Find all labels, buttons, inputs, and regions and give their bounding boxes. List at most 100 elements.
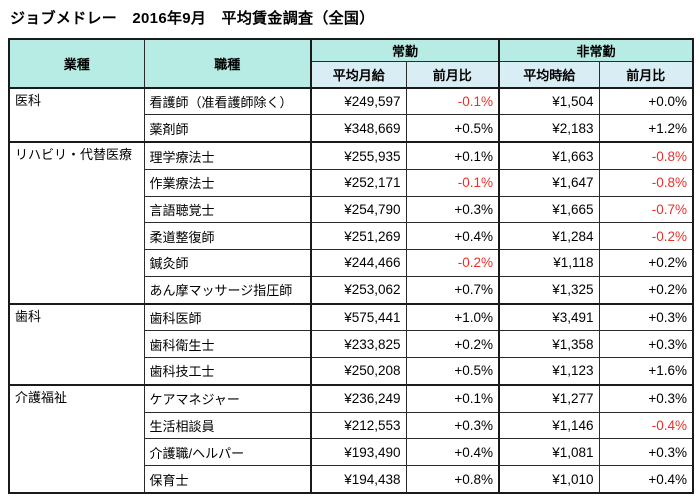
- monthly-salary-cell: ¥253,062: [310, 275, 407, 305]
- occupation-cell: 保育士: [143, 465, 312, 494]
- monthly-salary-cell: ¥233,825: [310, 330, 407, 359]
- industry-cell: 歯科: [8, 302, 145, 386]
- monthly-salary-cell: ¥249,597: [310, 86, 407, 116]
- table-row: 保育士 ¥194,438 +0.8% ¥1,010 +0.4%: [9, 465, 694, 494]
- hourly-wage-cell: ¥1,647: [498, 168, 600, 197]
- monthly-mom-cell: -0.1%: [405, 168, 500, 197]
- table-row: 薬剤師 ¥348,669 +0.5% ¥2,183 +1.2%: [9, 114, 694, 143]
- monthly-salary-cell: ¥250,208: [310, 357, 407, 386]
- hourly-mom-cell: +1.2%: [598, 114, 694, 143]
- occupation-cell: 歯科医師: [143, 302, 312, 332]
- occupation-cell: ケアマネジャー: [143, 383, 312, 413]
- table-row: 柔道整復師 ¥251,269 +0.4% ¥1,284 -0.2%: [9, 222, 694, 251]
- occupation-cell: 歯科衛生士: [143, 330, 312, 359]
- industry-cell: 医科: [8, 86, 145, 143]
- hourly-wage-cell: ¥1,118: [498, 249, 600, 277]
- occupation-cell: 看護師（准看護師除く）: [143, 86, 312, 116]
- monthly-salary-cell: ¥255,935: [310, 141, 407, 170]
- monthly-mom-cell: +0.1%: [405, 141, 500, 170]
- header-row-measures: 平均月給 前月比 平均時給 前月比: [9, 61, 694, 89]
- monthly-mom-cell: -0.2%: [405, 249, 500, 277]
- hourly-wage-cell: ¥1,663: [498, 141, 600, 170]
- monthly-salary-cell: ¥236,249: [310, 383, 407, 413]
- header-fulltime: 常勤: [309, 38, 500, 62]
- hourly-mom-cell: +0.0%: [598, 86, 694, 116]
- occupation-cell: あん摩マッサージ指圧師: [143, 275, 312, 305]
- hourly-mom-cell: +0.3%: [598, 438, 694, 467]
- header-mom-fulltime: 前月比: [405, 61, 500, 89]
- monthly-salary-cell: ¥348,669: [310, 114, 407, 143]
- industry-cell: リハビリ・代替医療: [8, 141, 145, 305]
- hourly-wage-cell: ¥1,277: [498, 383, 600, 413]
- occupation-cell: 生活相談員: [143, 411, 312, 440]
- hourly-mom-cell: +0.3%: [598, 383, 694, 413]
- monthly-salary-cell: ¥575,441: [310, 302, 407, 332]
- monthly-mom-cell: +0.5%: [405, 357, 500, 386]
- page-title: ジョブメドレー 2016年9月 平均賃金調査（全国）: [10, 10, 375, 27]
- hourly-wage-cell: ¥1,325: [498, 275, 600, 305]
- hourly-wage-cell: ¥1,010: [498, 465, 600, 494]
- table-header: 業種 職種 常勤 非常勤 平均月給 前月比 平均時給 前月比: [8, 38, 694, 89]
- header-industry: 業種: [8, 38, 145, 89]
- hourly-mom-cell: +0.2%: [598, 275, 694, 305]
- occupation-cell: 言語聴覚士: [143, 195, 312, 224]
- hourly-wage-cell: ¥1,081: [498, 438, 600, 467]
- hourly-mom-cell: +0.2%: [598, 249, 694, 277]
- table-row: 作業療法士 ¥252,171 -0.1% ¥1,647 -0.8%: [9, 168, 694, 197]
- header-parttime: 非常勤: [498, 38, 694, 62]
- monthly-salary-cell: ¥194,438: [310, 465, 407, 494]
- occupation-cell: 薬剤師: [143, 114, 312, 143]
- hourly-mom-cell: -0.4%: [598, 411, 694, 440]
- hourly-wage-cell: ¥1,665: [498, 195, 600, 224]
- hourly-wage-cell: ¥1,123: [498, 357, 600, 386]
- monthly-mom-cell: +0.4%: [405, 438, 500, 467]
- header-avg-monthly: 平均月給: [310, 61, 407, 89]
- monthly-mom-cell: +0.2%: [405, 330, 500, 359]
- monthly-salary-cell: ¥193,490: [310, 438, 407, 467]
- monthly-salary-cell: ¥252,171: [310, 168, 407, 197]
- header-mom-parttime: 前月比: [598, 61, 694, 89]
- monthly-mom-cell: +1.0%: [405, 302, 500, 332]
- monthly-mom-cell: +0.1%: [405, 383, 500, 413]
- monthly-mom-cell: -0.1%: [405, 86, 500, 116]
- occupation-cell: 鍼灸師: [143, 249, 312, 277]
- table-row: 歯科 歯科医師 ¥575,441 +1.0% ¥3,491 +0.3%: [8, 302, 694, 386]
- monthly-mom-cell: +0.8%: [405, 465, 500, 494]
- hourly-wage-cell: ¥1,146: [498, 411, 600, 440]
- monthly-salary-cell: ¥244,466: [310, 249, 407, 277]
- monthly-mom-cell: +0.3%: [405, 195, 500, 224]
- header-occupation: 職種: [143, 38, 312, 89]
- table-row: 生活相談員 ¥212,553 +0.3% ¥1,146 -0.4%: [9, 411, 694, 440]
- table-row: 鍼灸師 ¥244,466 -0.2% ¥1,118 +0.2%: [9, 249, 694, 277]
- hourly-mom-cell: +0.3%: [598, 330, 694, 359]
- table-row: 介護福祉 ケアマネジャー ¥236,249 +0.1% ¥1,277 +0.3%: [8, 383, 694, 494]
- hourly-mom-cell: -0.2%: [598, 222, 694, 251]
- hourly-mom-cell: +0.4%: [598, 465, 694, 494]
- table-row: リハビリ・代替医療 理学療法士 ¥255,935 +0.1% ¥1,663 -0…: [8, 141, 694, 305]
- occupation-cell: 理学療法士: [143, 141, 312, 170]
- header-avg-hourly: 平均時給: [498, 61, 600, 89]
- occupation-cell: 柔道整復師: [143, 222, 312, 251]
- hourly-wage-cell: ¥1,504: [498, 86, 600, 116]
- monthly-mom-cell: +0.5%: [405, 114, 500, 143]
- industry-cell: 介護福祉: [8, 383, 145, 494]
- monthly-mom-cell: +0.7%: [405, 275, 500, 305]
- hourly-wage-cell: ¥2,183: [498, 114, 600, 143]
- table-row: 介護職/ヘルパー ¥193,490 +0.4% ¥1,081 +0.3%: [9, 438, 694, 467]
- occupation-cell: 歯科技工士: [143, 357, 312, 386]
- hourly-wage-cell: ¥1,284: [498, 222, 600, 251]
- hourly-mom-cell: -0.8%: [598, 141, 694, 170]
- occupation-cell: 作業療法士: [143, 168, 312, 197]
- header-row-groups: 業種 職種 常勤 非常勤: [8, 38, 694, 89]
- hourly-mom-cell: -0.8%: [598, 168, 694, 197]
- hourly-wage-cell: ¥3,491: [498, 302, 600, 332]
- wage-table: 業種 職種 常勤 非常勤 平均月給 前月比 平均時給 前月比 医科 看護師（准看…: [8, 38, 695, 494]
- monthly-mom-cell: +0.4%: [405, 222, 500, 251]
- monthly-salary-cell: ¥254,790: [310, 195, 407, 224]
- hourly-mom-cell: +1.6%: [598, 357, 694, 386]
- monthly-salary-cell: ¥212,553: [310, 411, 407, 440]
- monthly-salary-cell: ¥251,269: [310, 222, 407, 251]
- monthly-mom-cell: +0.3%: [405, 411, 500, 440]
- table-row: 言語聴覚士 ¥254,790 +0.3% ¥1,665 -0.7%: [9, 195, 694, 224]
- hourly-wage-cell: ¥1,358: [498, 330, 600, 359]
